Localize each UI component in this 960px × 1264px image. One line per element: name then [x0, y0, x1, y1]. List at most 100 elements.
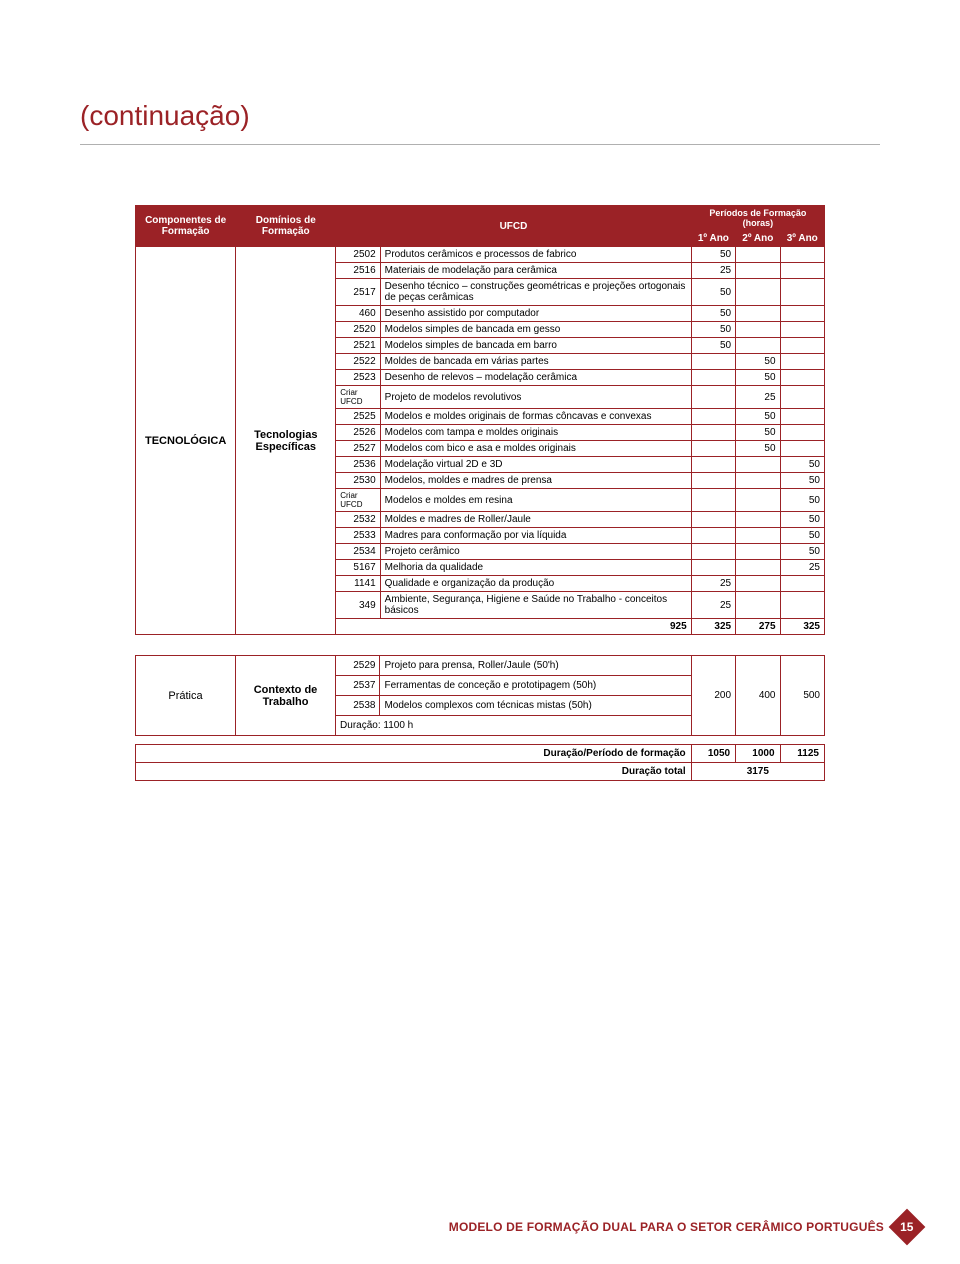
hours-y3 — [780, 354, 824, 370]
ufcd-desc: Modelos com bico e asa e moldes originai… — [380, 441, 691, 457]
table-body: TECNOLÓGICATecnologias Específicas2502 Pr… — [136, 247, 825, 635]
pratica-code-2: 2538 — [336, 696, 380, 716]
summary-label-1: Duração/Período de formação — [136, 745, 692, 763]
pratica-y1: 200 — [691, 656, 735, 736]
hours-y2: 50 — [736, 354, 780, 370]
hours-y3 — [780, 576, 824, 592]
hours-y2: 50 — [736, 370, 780, 386]
summary-r1-2: 1000 — [736, 745, 780, 763]
ufcd-code: 2527 — [336, 441, 380, 457]
ufcd-desc: Modelos simples de bancada em barro — [380, 338, 691, 354]
hours-y2 — [736, 544, 780, 560]
ufcd-desc: Moldes de bancada em várias partes — [380, 354, 691, 370]
hours-y2 — [736, 247, 780, 263]
ufcd-desc: Projeto cerâmico — [380, 544, 691, 560]
hours-y2: 50 — [736, 441, 780, 457]
title-underline — [80, 144, 880, 145]
hours-y1 — [691, 457, 735, 473]
th-ufcd: UFCD — [336, 206, 691, 247]
ufcd-desc: Madres para conformação por via líquida — [380, 528, 691, 544]
hours-y3 — [780, 592, 824, 619]
hours-y1: 50 — [691, 279, 735, 306]
summary-r2: 3175 — [691, 763, 824, 781]
hours-y2 — [736, 457, 780, 473]
ufcd-code: 2521 — [336, 338, 380, 354]
hours-y3: 50 — [780, 489, 824, 512]
hours-y1: 50 — [691, 306, 735, 322]
pratica-y3: 500 — [780, 656, 825, 736]
ufcd-desc: Modelação virtual 2D e 3D — [380, 457, 691, 473]
ufcd-desc: Ambiente, Segurança, Higiene e Saúde no … — [380, 592, 691, 619]
ufcd-desc: Modelos com tampa e moldes originais — [380, 425, 691, 441]
pratica-desc-2: Modelos complexos com técnicas mistas (5… — [380, 696, 691, 716]
hours-y2 — [736, 560, 780, 576]
hours-y1 — [691, 512, 735, 528]
th-year3: 3º Ano — [780, 231, 824, 247]
hours-y1: 25 — [691, 592, 735, 619]
ufcd-desc: Materiais de modelação para cerâmica — [380, 263, 691, 279]
hours-y2 — [736, 592, 780, 619]
hours-y1 — [691, 370, 735, 386]
hours-y3 — [780, 306, 824, 322]
hours-y2 — [736, 263, 780, 279]
ufcd-code: 2526 — [336, 425, 380, 441]
hours-y2 — [736, 473, 780, 489]
ufcd-desc: Moldes e madres de Roller/Jaule — [380, 512, 691, 528]
hours-y1 — [691, 441, 735, 457]
ufcd-code: 349 — [336, 592, 380, 619]
ufcd-code: 2516 — [336, 263, 380, 279]
hours-y2: 25 — [736, 386, 780, 409]
hours-y1: 50 — [691, 247, 735, 263]
subtotal-v3: 325 — [780, 619, 824, 635]
hours-y3 — [780, 338, 824, 354]
hours-y3 — [780, 409, 824, 425]
hours-y2 — [736, 322, 780, 338]
hours-y2 — [736, 576, 780, 592]
component-label: TECNOLÓGICA — [136, 247, 236, 635]
ufcd-desc: Desenho assistido por computador — [380, 306, 691, 322]
ufcd-code: 2530 — [336, 473, 380, 489]
hours-y1 — [691, 489, 735, 512]
hours-y3: 50 — [780, 544, 824, 560]
hours-y3 — [780, 247, 824, 263]
pratica-desc-1: Ferramentas de conceção e prototipagem (… — [380, 676, 691, 696]
hours-y1: 25 — [691, 263, 735, 279]
ufcd-desc: Modelos e moldes originais de formas côn… — [380, 409, 691, 425]
summary-label-2: Duração total — [136, 763, 692, 781]
hours-y1: 25 — [691, 576, 735, 592]
ufcd-code: 2502 — [336, 247, 380, 263]
hours-y3 — [780, 386, 824, 409]
ufcd-code: 5167 — [336, 560, 380, 576]
ufcd-desc: Modelos, moldes e madres de prensa — [380, 473, 691, 489]
hours-y3: 50 — [780, 528, 824, 544]
hours-y2 — [736, 489, 780, 512]
subtotal-v2: 275 — [736, 619, 780, 635]
ufcd-code: 2523 — [336, 370, 380, 386]
ufcd-code: 2525 — [336, 409, 380, 425]
hours-y3: 25 — [780, 560, 824, 576]
ufcd-code: 2536 — [336, 457, 380, 473]
ufcd-code: 2522 — [336, 354, 380, 370]
hours-y3 — [780, 425, 824, 441]
page-number: 15 — [900, 1220, 913, 1234]
ufcd-code: 1141 — [336, 576, 380, 592]
ufcd-code: 2534 — [336, 544, 380, 560]
th-period: Períodos de Formação (horas) — [691, 206, 824, 231]
hours-y3 — [780, 441, 824, 457]
domain-label: Tecnologias Específicas — [236, 247, 336, 635]
hours-y2 — [736, 528, 780, 544]
ufcd-code: Criar UFCD — [336, 386, 380, 409]
pratica-comp: Prática — [136, 656, 236, 736]
ufcd-code: Criar UFCD — [336, 489, 380, 512]
page-footer: MODELO DE FORMAÇÃO DUAL PARA O SETOR CER… — [449, 1214, 920, 1240]
summary-r1-3: 1125 — [780, 745, 824, 763]
hours-y3 — [780, 279, 824, 306]
ufcd-code: 2533 — [336, 528, 380, 544]
ufcd-desc: Desenho técnico – construções geométrica… — [380, 279, 691, 306]
hours-y2 — [736, 279, 780, 306]
hours-y3: 50 — [780, 512, 824, 528]
ufcd-desc: Qualidade e organização da produção — [380, 576, 691, 592]
pratica-duration: Duração: 1100 h — [336, 716, 692, 736]
hours-y1 — [691, 409, 735, 425]
ufcd-desc: Modelos e moldes em resina — [380, 489, 691, 512]
